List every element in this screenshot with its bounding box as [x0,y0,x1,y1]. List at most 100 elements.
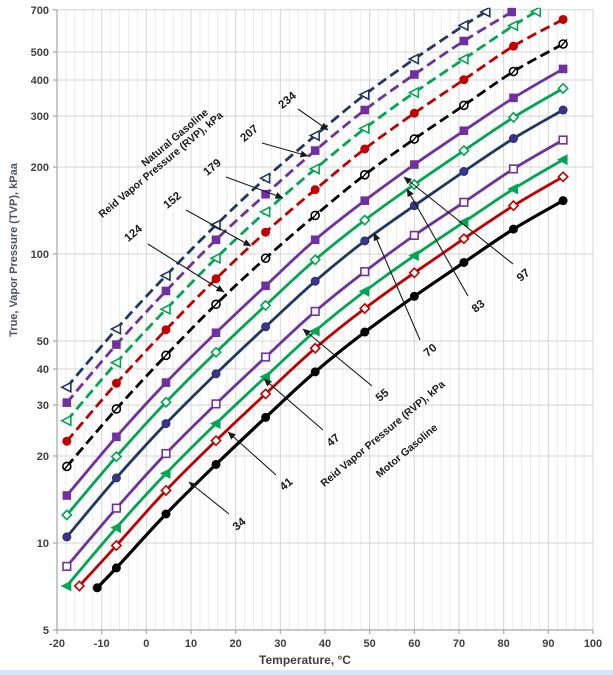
marker-slash [559,38,568,49]
series-markers-rvp-152 [62,14,568,446]
x-tick-label: 10 [185,638,197,650]
square-marker-icon [459,197,469,207]
triangle-marker-icon [209,418,221,429]
triangle-marker-icon [556,154,568,166]
callout-arrow-207 [261,142,309,158]
triangle-marker-icon [407,86,420,99]
x-axis-title: Temperature, °C [259,653,351,667]
callout-label-70: 70 [422,342,440,359]
circle-marker-icon [459,257,469,267]
square-marker-icon [508,164,519,174]
triangle-marker-icon [209,252,221,265]
x-tick-label: -20 [49,638,65,650]
y-tick-label: 500 [31,47,49,59]
square-marker-icon [360,267,370,277]
square-marker-icon [310,146,320,155]
x-tick-label: 60 [408,638,420,650]
square-marker-icon [260,352,271,362]
callout-arrow-234 [297,108,329,131]
square-marker-icon [62,561,72,571]
square-marker-icon [261,281,270,291]
triangle-marker-icon [309,325,320,337]
circle-marker-icon [261,412,271,422]
circle-marker-icon [508,134,518,144]
series-markers-rvp-97 [62,64,568,500]
callout-arrow-55 [302,328,373,387]
diamond-marker-icon [210,434,222,447]
marker-slash [361,169,370,179]
square-marker-icon [211,235,221,245]
square-marker-icon [161,448,171,459]
diamond-marker-icon [408,267,421,279]
marker-slash [112,403,121,413]
square-marker-icon [459,126,469,136]
circle-marker-icon [459,75,469,85]
diamond-marker-icon [73,580,86,592]
circle-marker-icon [211,369,221,379]
triangle-marker-icon [507,183,518,195]
callout-arrow-124 [147,243,225,293]
x-tick-label: -10 [94,638,110,650]
square-marker-icon [558,135,568,145]
series-line-rvp-41 [78,175,564,587]
diamond-marker-icon [557,82,569,95]
x-tick-label: 30 [274,638,286,650]
diamond-marker-icon [458,232,470,245]
circle-marker-icon [558,105,568,115]
series-line-rvp-70 [65,108,564,538]
circle-marker-icon [409,108,419,118]
square-marker-icon [161,378,171,387]
marker-slash [212,299,221,309]
diamond-marker-icon [507,199,520,212]
callout-arrow-97 [403,176,514,265]
triangle-marker-icon [258,172,271,185]
circle-marker-icon [211,274,221,284]
series-line-rvp-124 [65,42,564,468]
circle-marker-icon [360,236,370,246]
series-markers-rvp-70 [62,105,568,542]
callout-label-97: 97 [515,267,533,284]
series-markers-rvp-47 [60,154,568,592]
series-line-rvp-152 [65,18,564,443]
square-marker-icon [410,160,419,169]
x-tick-label: 20 [230,638,242,650]
x-tick-label: 40 [319,638,331,650]
diamond-marker-icon [557,171,569,183]
triangle-marker-icon [258,205,271,218]
triangle-marker-icon [308,163,320,175]
diamond-marker-icon [259,388,272,400]
y-tick-label: 200 [31,162,49,174]
marker-slash [262,253,270,263]
diamond-marker-icon [359,214,371,226]
x-tick-label: 70 [453,638,465,650]
circle-marker-icon [360,327,370,337]
square-marker-icon [360,105,370,115]
callout-arrow-179 [225,176,284,199]
triangle-marker-icon [60,381,72,394]
triangle-marker-icon [408,250,419,262]
square-marker-icon [112,340,121,349]
circle-marker-icon [310,367,320,377]
diamond-marker-icon [160,484,172,497]
triangle-marker-icon [357,122,370,135]
square-marker-icon [360,196,370,205]
y-tick-label: 300 [31,111,49,123]
diamond-marker-icon [507,111,520,124]
y-tick-label: 400 [31,75,49,87]
triangle-marker-icon [60,414,72,427]
triangle-marker-icon [358,285,370,297]
y-tick-labels: 5 10 20 30 40 50 100 200 300 400 500 700 [31,5,49,637]
y-tick-label: 100 [31,249,49,261]
x-tick-labels: -20 -10 0 10 20 30 40 50 60 70 80 90 100 [49,638,602,650]
diamond-marker-icon [309,342,321,354]
series-line-rvp-207 [65,10,513,404]
square-marker-icon [459,36,469,46]
triangle-marker-icon [457,53,469,65]
marker-slash [162,350,171,360]
callout-arrow-47 [263,378,324,431]
triangle-marker-icon [159,303,171,316]
series-markers-rvp-34 [92,196,568,593]
circle-marker-icon [261,227,271,237]
square-marker-icon [310,306,320,317]
